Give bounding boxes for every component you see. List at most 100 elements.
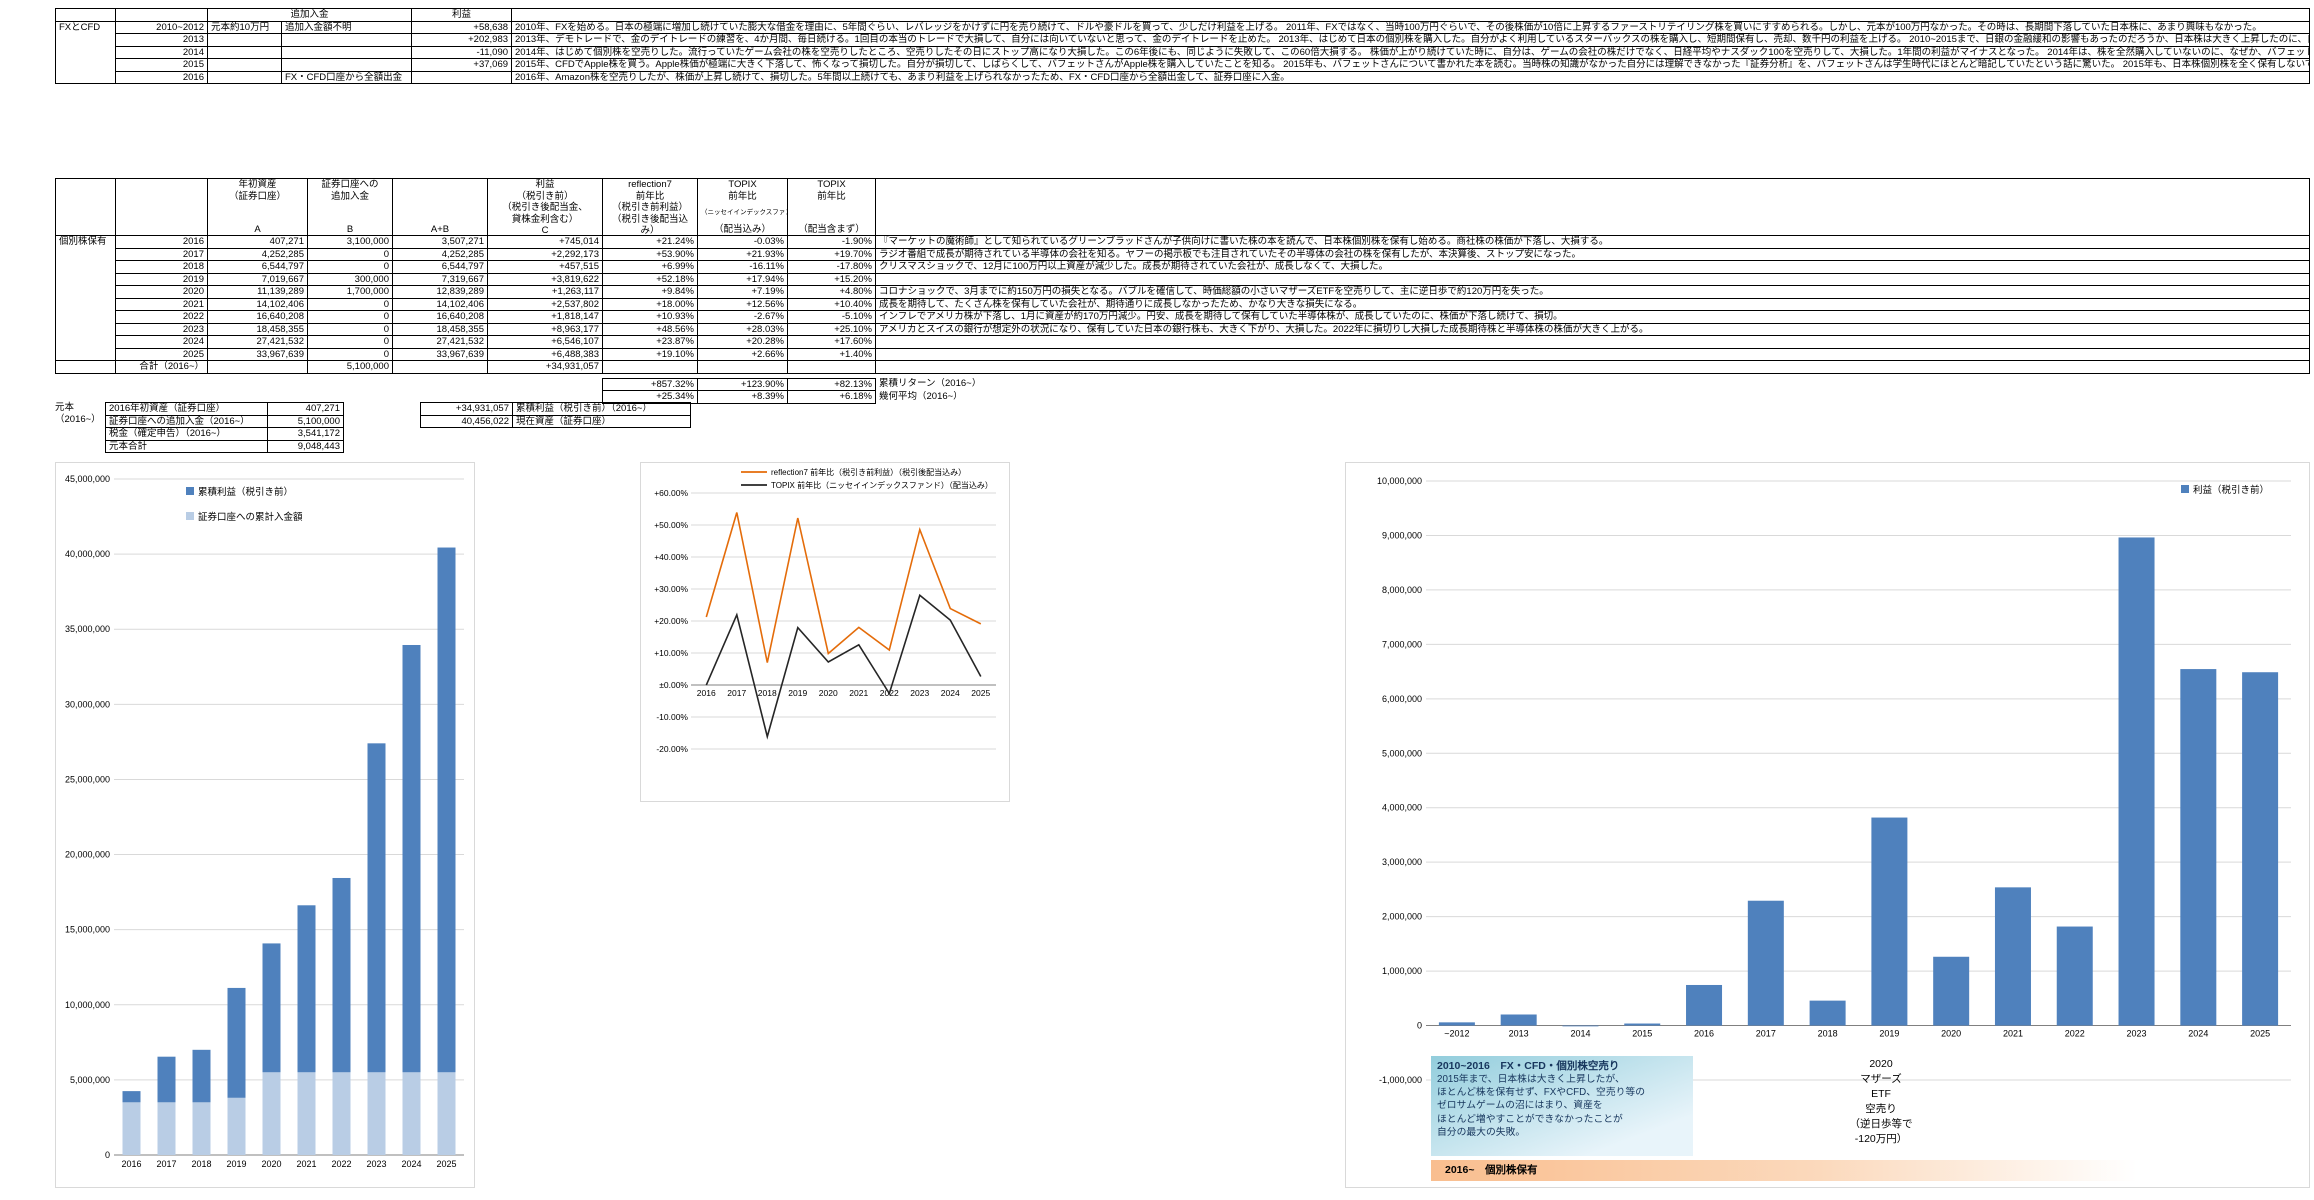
principal-value-deposit[interactable]: 5,100,000 (267, 414, 344, 428)
principal-value-initial[interactable]: 407,271 (267, 402, 344, 416)
stock-table-label[interactable]: 個別株保有 (55, 235, 116, 361)
stock-profit-cell[interactable]: +745,014 (487, 235, 603, 249)
stock-year-cell[interactable]: 2017 (115, 247, 208, 261)
stock-deposit-cell[interactable]: 0 (307, 335, 393, 349)
fx-note-cell[interactable]: 2015年、CFDでApple株を買う。Apple株価が極端に大きく下落して、怖… (511, 58, 2310, 72)
stock-ab-cell[interactable]: 18,458,355 (392, 322, 488, 336)
stock-header-deposit[interactable]: 証券口座への 追加入金 B (307, 178, 393, 236)
stock-geomean-row-topix1[interactable]: +8.39% (697, 390, 788, 404)
stock-note-cell[interactable]: インフレでアメリカ株が下落し、1月に資産が約170万円減少。円安、成長を期待して… (875, 310, 2310, 324)
fx-profit-cell[interactable]: +202,983 (411, 33, 513, 47)
stock-ab-cell[interactable]: 6,544,797 (392, 260, 488, 274)
fx-principal-cell[interactable] (207, 33, 282, 47)
fx-deposit-cell[interactable] (280, 45, 413, 59)
stock-ab-cell[interactable]: 14,102,406 (392, 297, 488, 311)
stock-ab-cell[interactable]: 33,967,639 (392, 347, 488, 361)
stock-note-cell[interactable] (875, 347, 2310, 361)
stock-header-empty-2[interactable] (115, 178, 208, 236)
fx-year-cell[interactable]: 2015 (115, 58, 208, 72)
stock-header-asset[interactable]: 年初資産 （証券口座） A (207, 178, 308, 236)
stock-deposit-cell[interactable]: 0 (307, 247, 393, 261)
fx-table-label[interactable]: FXとCFD (55, 20, 116, 84)
stock-header-topix-dividend[interactable]: TOPIX 前年比 （ニッセイインデックスファンド） （配当込み） (697, 178, 788, 236)
fx-header-empty-1[interactable] (55, 8, 116, 22)
stock-note-cell[interactable]: コロナショックで、3月までに約150万円の損失となる。バブルを確信して、時価総額… (875, 285, 2310, 299)
stock-reflection-cell[interactable]: +18.00% (602, 297, 698, 311)
stock-profit-cell[interactable]: +6,546,107 (487, 335, 603, 349)
stock-topix-cell[interactable]: -17.80% (787, 260, 876, 274)
fx-profit-cell[interactable]: +58,638 (411, 20, 513, 34)
stock-ab-cell[interactable]: 27,421,532 (392, 335, 488, 349)
stock-asset-cell[interactable]: 14,102,406 (207, 297, 308, 311)
stock-year-cell[interactable]: 2023 (115, 322, 208, 336)
stock-topix-cell[interactable]: +4.80% (787, 285, 876, 299)
fx-profit-cell[interactable] (411, 70, 513, 84)
stock-total-refl[interactable] (602, 360, 698, 374)
stock-reflection-cell[interactable]: +23.87% (602, 335, 698, 349)
fx-year-cell[interactable]: 2014 (115, 45, 208, 59)
stock-profit-cell[interactable]: +1,263,117 (487, 285, 603, 299)
fx-deposit-cell[interactable]: FX・CFD口座から全額出金 (280, 70, 413, 84)
stock-header-topix[interactable]: TOPIX 前年比 （配当含まず） (787, 178, 876, 236)
fx-note-cell[interactable]: 2013年、デモトレードで、金のデイトレードの練習を、4か月間、毎日続ける。1回… (511, 33, 2310, 47)
stock-header-notes[interactable] (875, 178, 2310, 236)
stock-deposit-cell[interactable]: 300,000 (307, 272, 393, 286)
principal-name-total[interactable]: 元本合計 (105, 439, 268, 453)
stock-asset-cell[interactable]: 18,458,355 (207, 322, 308, 336)
stock-topix-cell[interactable]: +19.70% (787, 247, 876, 261)
stock-deposit-cell[interactable]: 3,100,000 (307, 235, 393, 249)
stock-topix-dividend-cell[interactable]: -2.67% (697, 310, 788, 324)
stock-profit-cell[interactable]: +457,515 (487, 260, 603, 274)
stock-cumulative-row-topix2[interactable]: +82.13% (787, 377, 876, 391)
fx-note-cell[interactable]: 2014年、はじめて個別株を空売りした。流行っていたゲーム会社の株を空売りしたと… (511, 45, 2310, 59)
stock-profit-cell[interactable]: +2,537,802 (487, 297, 603, 311)
stock-asset-cell[interactable]: 6,544,797 (207, 260, 308, 274)
stock-total-note[interactable] (875, 360, 2310, 374)
stock-header-ab[interactable]: A+B (392, 178, 488, 236)
stock-note-cell[interactable]: 『マーケットの魔術師』として知られているグリーンブラッドさんが子供向けに書いた株… (875, 235, 2310, 249)
stock-profit-cell[interactable]: +8,963,177 (487, 322, 603, 336)
stock-total-label[interactable]: 合計（2016~） (115, 360, 208, 374)
stock-topix-cell[interactable]: -1.90% (787, 235, 876, 249)
summary-current-asset-value[interactable]: 40,456,022 (420, 414, 513, 428)
stock-note-cell[interactable] (875, 335, 2310, 349)
stock-deposit-cell[interactable]: 0 (307, 297, 393, 311)
stock-year-cell[interactable]: 2021 (115, 297, 208, 311)
stock-deposit-cell[interactable]: 0 (307, 260, 393, 274)
stock-asset-cell[interactable]: 16,640,208 (207, 310, 308, 324)
principal-name-deposit[interactable]: 証券口座への追加入金（2016~） (105, 414, 268, 428)
stock-cumulative-row-topix1[interactable]: +123.90% (697, 377, 788, 391)
stock-reflection-cell[interactable]: +10.93% (602, 310, 698, 324)
stock-profit-cell[interactable]: +1,818,147 (487, 310, 603, 324)
principal-name-initial[interactable]: 2016年初資産（証券口座） (105, 402, 268, 416)
fx-header-deposit[interactable]: 追加入金 (206, 8, 413, 22)
stock-total-ab[interactable] (392, 360, 488, 374)
stock-asset-cell[interactable]: 407,271 (207, 235, 308, 249)
stock-reflection-cell[interactable]: +52.18% (602, 272, 698, 286)
stock-header-profit[interactable]: 利益 （税引き前） （税引き後配当金、 貸株金利含む） C (487, 178, 603, 236)
stock-year-cell[interactable]: 2022 (115, 310, 208, 324)
principal-value-tax[interactable]: 3,541,172 (267, 427, 344, 441)
stock-deposit-cell[interactable]: 1,700,000 (307, 285, 393, 299)
summary-current-asset-name[interactable]: 現在資産（証券口座） (512, 414, 691, 428)
stock-ab-cell[interactable]: 4,252,285 (392, 247, 488, 261)
fx-principal-cell[interactable] (207, 58, 282, 72)
fx-note-cell[interactable]: 2010年、FXを始める。日本の極端に増加し続けていた膨大な借金を理由に、5年間… (511, 20, 2310, 34)
stock-profit-cell[interactable]: +3,819,622 (487, 272, 603, 286)
stock-asset-cell[interactable]: 27,421,532 (207, 335, 308, 349)
stock-topix-dividend-cell[interactable]: -16.11% (697, 260, 788, 274)
stock-geomean-row-topix2[interactable]: +6.18% (787, 390, 876, 404)
fx-deposit-cell[interactable]: 追加入金額不明 (280, 20, 413, 34)
fx-year-cell[interactable]: 2016 (115, 70, 208, 84)
stock-year-cell[interactable]: 2020 (115, 285, 208, 299)
stock-asset-cell[interactable]: 33,967,639 (207, 347, 308, 361)
stock-header-empty-1[interactable] (55, 178, 116, 236)
stock-note-cell[interactable]: ラジオ番組で成長が期待されている半導体の会社を知る。ヤフーの掲示板でも注目されて… (875, 247, 2310, 261)
fx-deposit-cell[interactable] (280, 58, 413, 72)
stock-reflection-cell[interactable]: +9.84% (602, 285, 698, 299)
stock-cumulative-row-refl[interactable]: +857.32% (602, 377, 698, 391)
stock-ab-cell[interactable]: 3,507,271 (392, 235, 488, 249)
stock-note-cell[interactable]: クリスマスショックで、12月に100万円以上資産が減少した。成長が期待されていた… (875, 260, 2310, 274)
stock-reflection-cell[interactable]: +48.56% (602, 322, 698, 336)
stock-topix-cell[interactable]: +15.20% (787, 272, 876, 286)
